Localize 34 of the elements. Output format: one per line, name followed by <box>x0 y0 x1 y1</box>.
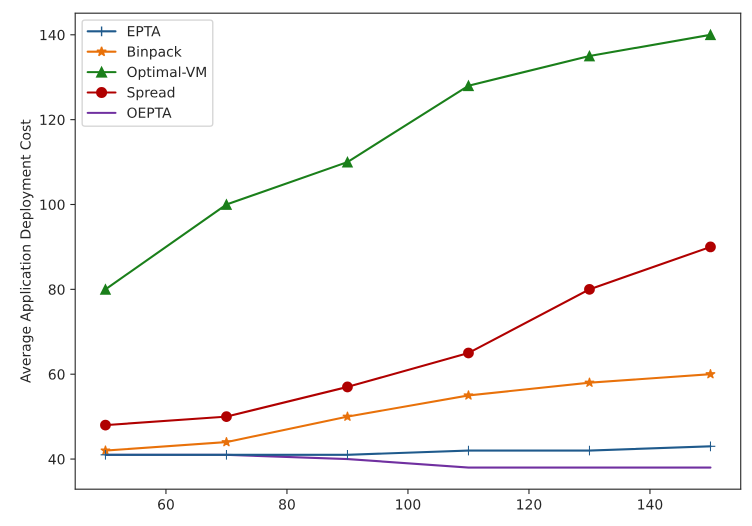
y-axis-title: Average Application Deployment Cost <box>20 120 34 383</box>
x-tick-label: 140 <box>638 499 662 510</box>
point <box>705 368 716 379</box>
legend-label: OEPTA <box>127 107 172 118</box>
y-tick-label: 40 <box>48 454 65 465</box>
point <box>221 411 232 422</box>
point <box>221 436 232 447</box>
y-tick-label: 80 <box>48 284 65 295</box>
point <box>584 377 595 388</box>
legend-label: EPTA <box>128 26 161 36</box>
point <box>463 390 474 400</box>
point <box>342 382 353 392</box>
y-tick-label: 100 <box>40 199 65 210</box>
x-tick-label: 60 <box>158 499 174 510</box>
x-tick-label: 120 <box>517 499 542 510</box>
point <box>584 284 595 295</box>
y-tick-label: 140 <box>40 30 65 40</box>
x-tick-label: 80 <box>279 499 295 510</box>
point <box>705 242 716 252</box>
point <box>584 50 595 62</box>
point <box>342 156 353 168</box>
x-tick-label: 100 <box>396 499 420 510</box>
y-tick-label: 120 <box>40 114 65 126</box>
point <box>705 29 716 40</box>
y-tick-label: 60 <box>48 369 65 380</box>
legend-label: Optimal-VM <box>127 66 206 80</box>
point <box>100 420 111 430</box>
point <box>342 411 353 422</box>
point <box>463 80 474 92</box>
legend-label: Spread <box>128 86 174 100</box>
point <box>463 348 474 358</box>
point <box>221 199 232 210</box>
legend-label: Binpack <box>128 46 182 60</box>
point <box>100 284 111 295</box>
